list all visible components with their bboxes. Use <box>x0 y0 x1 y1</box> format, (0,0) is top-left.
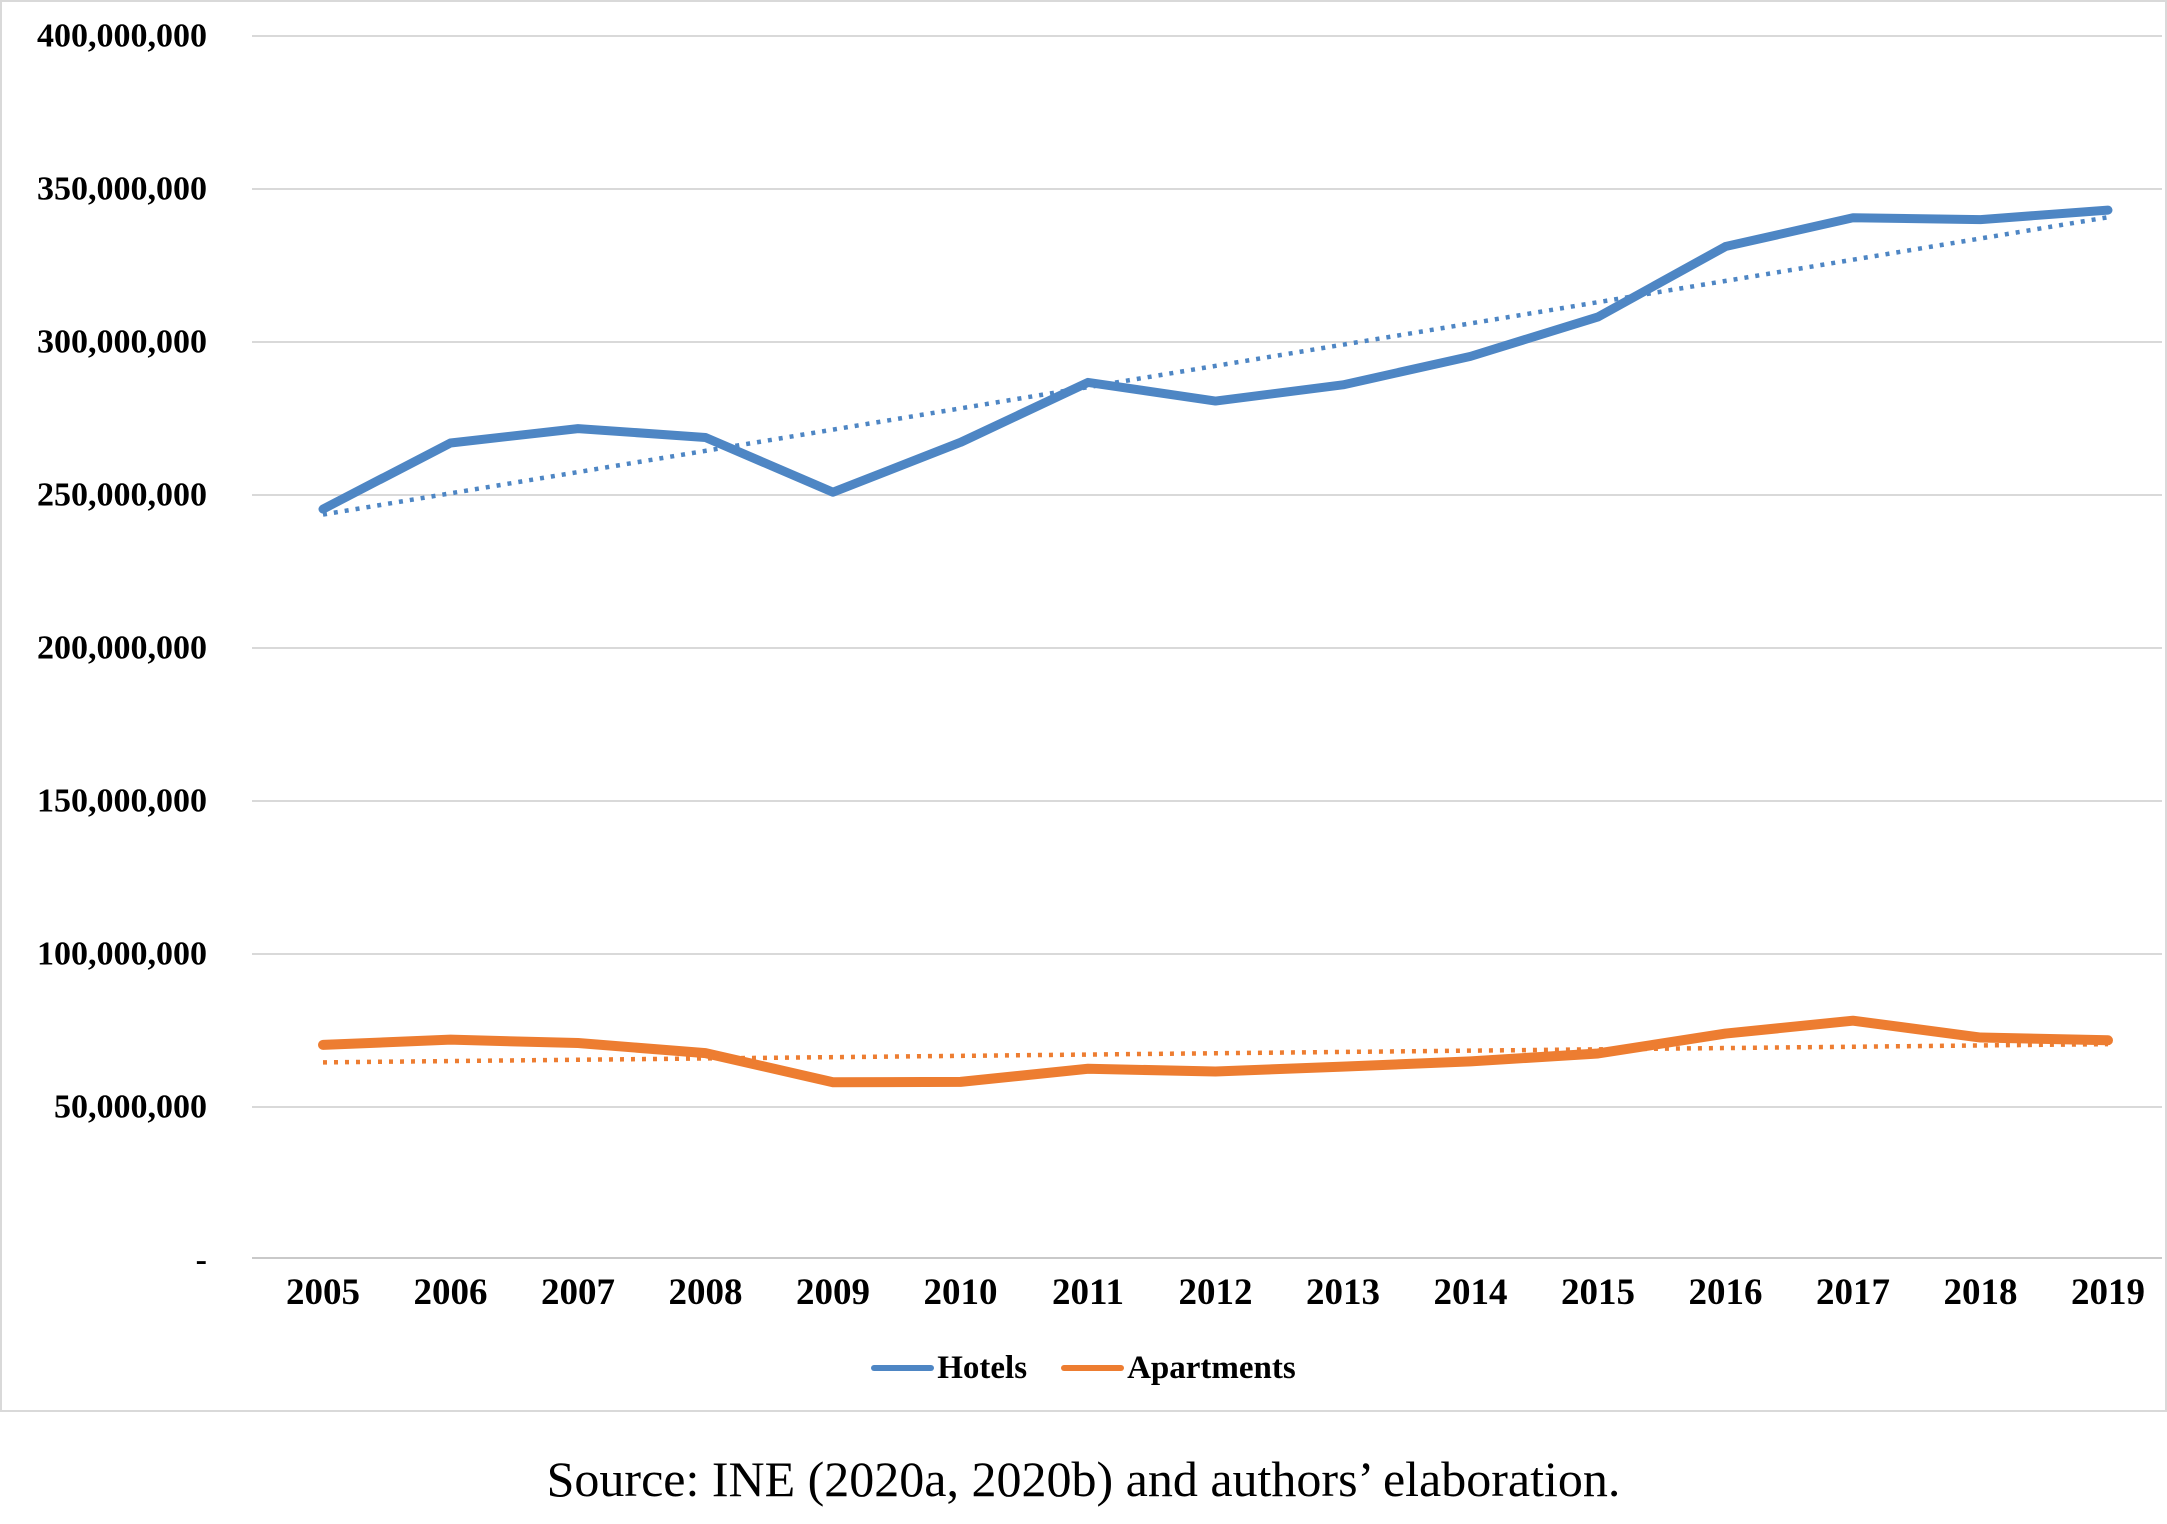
x-tick-label: 2014 <box>1434 1272 1508 1313</box>
legend-label: Hotels <box>937 1349 1028 1386</box>
apartments-series-line <box>318 1015 2113 1088</box>
source-caption: Source: INE (2020a, 2020b) and authors’ … <box>546 1451 1621 1507</box>
hotels-series-line <box>318 205 2113 514</box>
x-tick-label: 2016 <box>1689 1272 1763 1313</box>
hotels-trendline <box>322 215 2109 517</box>
y-tick-label: 250,000,000 <box>37 477 207 514</box>
y-tick-label: 50,000,000 <box>54 1089 207 1126</box>
x-tick-label: 2012 <box>1179 1272 1253 1313</box>
legend-item-apartments: Apartments <box>1061 1349 1296 1386</box>
y-tick-label: 150,000,000 <box>37 783 207 820</box>
x-tick-label: 2006 <box>414 1272 488 1313</box>
hotels-legend-line-icon <box>871 1365 935 1371</box>
x-tick-label: 2015 <box>1561 1272 1635 1313</box>
y-tick-label: 100,000,000 <box>37 936 207 973</box>
line-chart: - 50,000,000 100,000,000 150,000,000 200,000… <box>37 18 2162 1313</box>
apartments-legend-line-icon <box>1061 1365 1125 1371</box>
x-tick-label: 2019 <box>2071 1272 2145 1313</box>
chart-figure: - 50,000,000 100,000,000 150,000,000 200,000… <box>0 0 2167 1412</box>
x-tick-label: 2007 <box>541 1272 615 1313</box>
x-tick-label: 2011 <box>1052 1272 1124 1313</box>
x-tick-label: 2017 <box>1816 1272 1890 1313</box>
y-tick-label: 200,000,000 <box>37 630 207 667</box>
apartments-trendline <box>322 1041 2109 1065</box>
chart-legend: Hotels Apartments <box>2 1344 2165 1392</box>
x-tick-label: 2008 <box>669 1272 743 1313</box>
y-tick-label: 400,000,000 <box>37 18 207 55</box>
legend-label: Apartments <box>1127 1349 1296 1386</box>
x-tick-label: 2013 <box>1306 1272 1380 1313</box>
y-tick-label: 300,000,000 <box>37 324 207 361</box>
x-tick-label: 2009 <box>796 1272 870 1313</box>
x-tick-label: 2010 <box>924 1272 998 1313</box>
y-tick-label: - <box>196 1242 207 1279</box>
legend-item-hotels: Hotels <box>871 1349 1028 1386</box>
x-tick-label: 2005 <box>286 1272 360 1313</box>
x-tick-label: 2018 <box>1944 1272 2018 1313</box>
y-tick-label: 350,000,000 <box>37 171 207 208</box>
